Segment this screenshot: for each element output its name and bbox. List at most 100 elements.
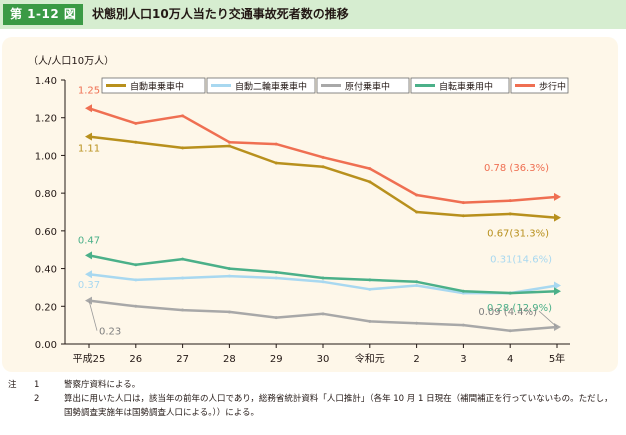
data-point [321,155,325,159]
y-tick-label: 1.00 [35,151,57,162]
legend-item-box [101,77,206,94]
data-point [461,289,465,293]
x-tick-label: 令和元 [355,352,385,365]
data-point [461,323,465,327]
data-label: 0.37 [78,280,100,291]
data-point [368,278,372,282]
legend-label: 原付乗車中 [345,81,390,93]
data-label: 1.25 [78,85,100,96]
data-point [134,278,138,282]
data-point [508,212,512,216]
series-arrow-marker [554,192,561,201]
data-point [181,114,185,118]
note-row-1: 注 1 警察庁資料による。 [8,378,620,392]
data-point [368,167,372,171]
data-point [415,321,419,325]
data-point [368,180,372,184]
data-point [415,280,419,284]
series-arrow-marker [554,281,561,290]
chart-panel: （人/人口10万人） 0.00 0.20 0.40 0.60 0.80 1.00 1.20 1.… [2,37,618,372]
data-point [227,140,231,144]
data-point [274,142,278,146]
legend-item-box [510,77,569,94]
x-tick-label: 4 [507,354,513,365]
data-point [508,199,512,203]
legend-label: 自動車乗車中 [130,81,184,93]
series-arrow-marker [85,251,92,260]
data-point [134,304,138,308]
data-point [134,263,138,267]
data-label: 0.31(14.6%) [490,255,552,266]
x-tick-label: 30 [317,354,330,365]
y-tick-label: 1.40 [35,76,57,87]
figure-number-badge: 第 1-12 図 [3,4,84,25]
legend-label: 歩行中 [539,81,566,93]
data-point [227,144,231,148]
data-point [321,276,325,280]
data-point [508,291,512,295]
y-tick-label: 0.40 [35,265,57,276]
x-tick-label: 5年 [549,352,565,365]
series-line [88,107,558,204]
y-axis-label: （人/人口10万人） [28,55,114,67]
annotation-leader-line [88,300,98,331]
data-point [321,312,325,316]
series-arrow-marker [554,323,561,332]
data-point [461,214,465,218]
x-tick-label: 29 [270,354,283,365]
data-point [415,210,419,214]
data-point [181,308,185,312]
series-arrow-marker [85,296,92,305]
note-text: 警察庁資料による。 [64,380,141,390]
data-point [274,161,278,165]
y-tick-label: 0.60 [35,227,57,238]
x-tick-label: 3 [460,354,466,365]
x-tick-label: 27 [176,354,189,365]
data-label: 0.23 [99,327,121,338]
data-point [134,121,138,125]
data-point [274,316,278,320]
data-point [274,276,278,280]
data-point [415,284,419,288]
data-point [181,276,185,280]
x-tick-label: 平成25 [73,353,106,365]
legend-label: 自動二輪車乗車中 [235,81,307,93]
legend-item-box [316,77,410,94]
series-arrow-marker [85,132,92,141]
x-tick-label: 28 [223,354,236,365]
data-point [227,310,231,314]
data-point [227,274,231,278]
data-label: 0.09 (4.4%) [478,307,537,318]
x-tick-label: 26 [129,354,142,365]
data-point [368,319,372,323]
line-chart: （人/人口10万人） 0.00 0.20 0.40 0.60 0.80 1.00 1.20 1.… [28,55,570,365]
series-arrow-marker [85,104,92,113]
data-point [274,270,278,274]
x-tick-label: 2 [413,354,419,365]
data-point [321,165,325,169]
note-number: 2 [34,394,40,404]
legend-item-box [206,77,316,94]
legend-label: 自転車乗用中 [439,81,493,93]
data-point [134,140,138,144]
data-point [181,146,185,150]
y-tick-label: 0.00 [35,340,57,351]
y-tick-label: 0.80 [35,189,57,200]
data-point [368,287,372,291]
series-line [88,254,558,295]
y-tick-label: 1.20 [35,114,57,125]
data-point [461,201,465,205]
data-label: 0.28 (12.9%) [487,303,552,314]
note-row-2: 2 算出に用いた人口は，該当年の前年の人口であり，総務省統計資料「人口推計」（各… [8,392,620,420]
legend-item-box [410,77,510,94]
data-label: 0.78 (36.3%) [484,163,549,174]
note-head: 注 [8,380,17,390]
note-number: 1 [34,380,40,390]
data-point [508,329,512,333]
series-arrow-marker [554,213,561,222]
data-label: 0.67(31.3%) [487,229,549,240]
figure-header: 第 1-12 図 状態別人口10万人当たり交通事故死者数の推移 [0,0,626,29]
note-text: 算出に用いた人口は，該当年の前年の人口であり，総務省統計資料「人口推計」（各年 … [64,394,613,418]
data-point [181,257,185,261]
data-point [415,193,419,197]
